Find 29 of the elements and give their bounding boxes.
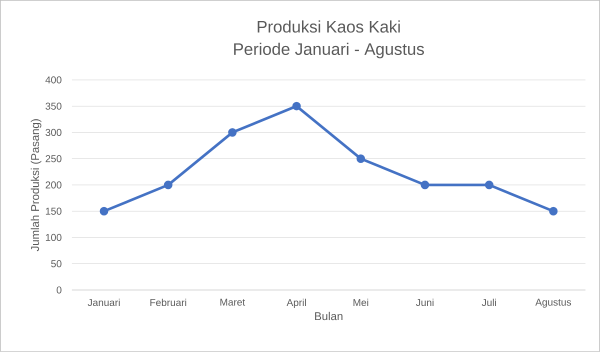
point xyxy=(420,180,430,190)
x-tick-label: Februari xyxy=(150,298,186,306)
x-tick-label: Juli xyxy=(482,298,496,306)
x-tick-label: Agustus xyxy=(535,298,572,308)
point xyxy=(292,102,301,110)
point xyxy=(356,154,366,164)
point xyxy=(484,180,494,190)
y-tick-label: 100 xyxy=(46,234,62,242)
y-tick-label: 400 xyxy=(45,76,62,84)
chart-title: Produksi Kaos Kaki xyxy=(258,20,400,33)
y-axis-title: Jumlah Produksi (Pasang) xyxy=(30,119,42,252)
y-tick-label: 350 xyxy=(46,102,62,110)
x-tick-label: Maret xyxy=(220,298,246,306)
point xyxy=(549,206,558,216)
point xyxy=(228,128,237,137)
x-tick-label: Mei xyxy=(354,298,368,306)
x-tick-label: April xyxy=(286,298,306,308)
y-tick-label: 50 xyxy=(51,260,62,268)
x-tick-label: Januari xyxy=(88,298,120,306)
x-tick-label: Juni xyxy=(416,298,434,306)
y-tick-label: 150 xyxy=(46,208,62,215)
y-tick-label: 0 xyxy=(56,286,62,294)
x-axis-title: Bulan xyxy=(315,312,342,320)
chart-subtitle: Periode Januari - Agustus xyxy=(234,42,424,58)
y-tick-label: 250 xyxy=(46,155,62,162)
point xyxy=(100,206,108,216)
point xyxy=(164,180,172,190)
y-tick-label: 300 xyxy=(46,128,62,136)
y-tick-label: 200 xyxy=(46,181,62,189)
